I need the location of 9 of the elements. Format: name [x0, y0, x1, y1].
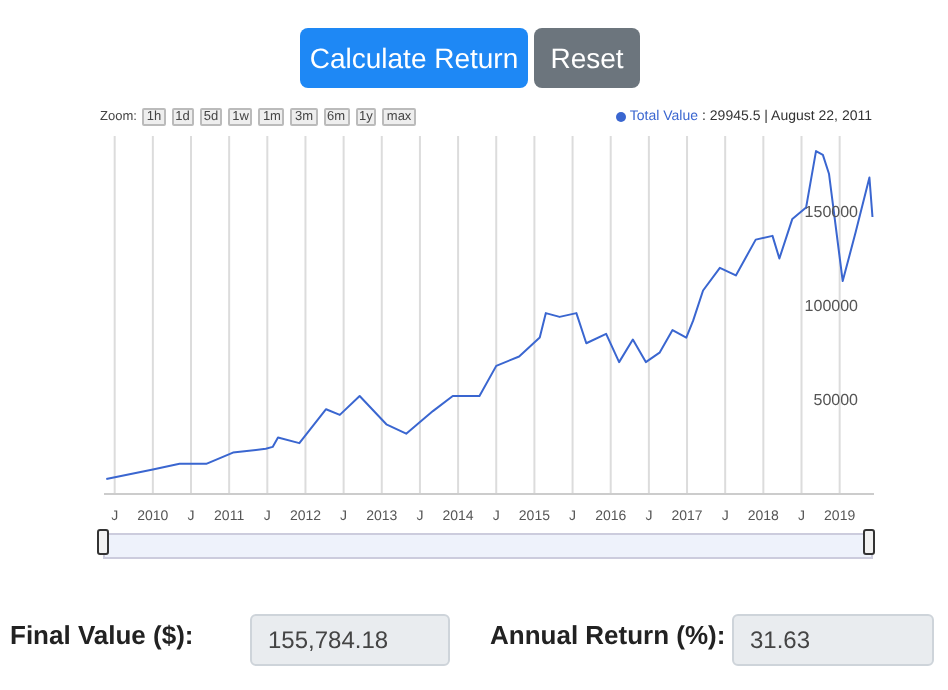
- y-tick-label: 50000: [813, 391, 860, 410]
- text: Annual Return (%):: [490, 620, 726, 650]
- text: 155,784.18: [250, 614, 450, 666]
- text: Reset: [534, 28, 640, 88]
- line-series: [105, 150, 874, 480]
- y-tick-label: 100000: [804, 297, 860, 316]
- text: Final Value ($):: [10, 620, 194, 650]
- text: 31.63: [732, 614, 934, 666]
- text: Calculate Return: [300, 28, 528, 88]
